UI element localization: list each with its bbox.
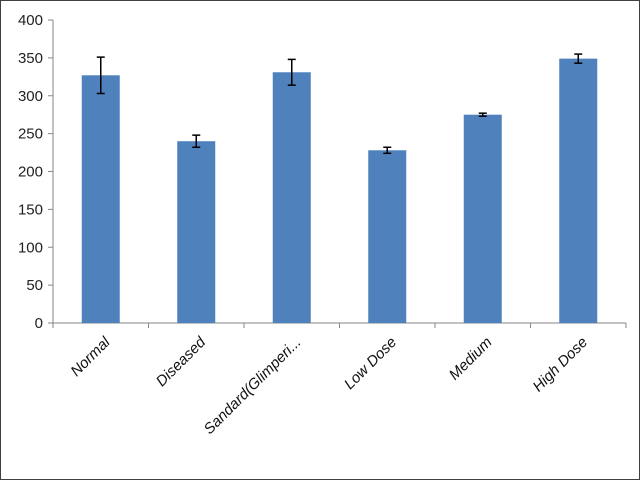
y-tick-label: 50	[26, 277, 43, 294]
x-category-label: Diseased	[153, 333, 210, 390]
y-axis-ticks: 0 50 100 150 200 250 300 350 400	[18, 12, 53, 332]
x-category-label: Low Dose	[341, 334, 400, 393]
y-tick-label: 150	[18, 201, 43, 218]
error-bar	[96, 56, 105, 95]
error-bars	[96, 53, 583, 155]
bar-series	[81, 58, 598, 323]
error-bar	[192, 134, 201, 149]
bar-normal	[81, 75, 120, 323]
y-tick-label: 350	[18, 50, 43, 67]
error-bar	[574, 53, 583, 64]
y-tick-label: 0	[35, 315, 43, 332]
y-tick-label: 200	[18, 164, 43, 181]
x-category-label: Medium	[446, 334, 496, 384]
bar-medium	[463, 114, 502, 323]
bar-sandard-glimperi	[272, 72, 311, 323]
y-tick-label: 400	[18, 12, 43, 29]
y-tick-label: 300	[18, 88, 43, 105]
error-bar	[478, 112, 487, 117]
error-bar	[383, 146, 392, 155]
x-category-label: Normal	[67, 333, 114, 380]
error-bar	[287, 58, 296, 86]
y-tick-label: 250	[18, 126, 43, 143]
x-category-label: High Dose	[530, 334, 592, 396]
bar-high-dose	[559, 58, 598, 323]
chart-axes	[52, 20, 627, 328]
bar-low-dose	[368, 150, 407, 323]
y-tick-label: 100	[18, 239, 43, 256]
bar-diseased	[177, 141, 216, 323]
x-category-label: Sandard(Glimperi...	[201, 334, 305, 438]
